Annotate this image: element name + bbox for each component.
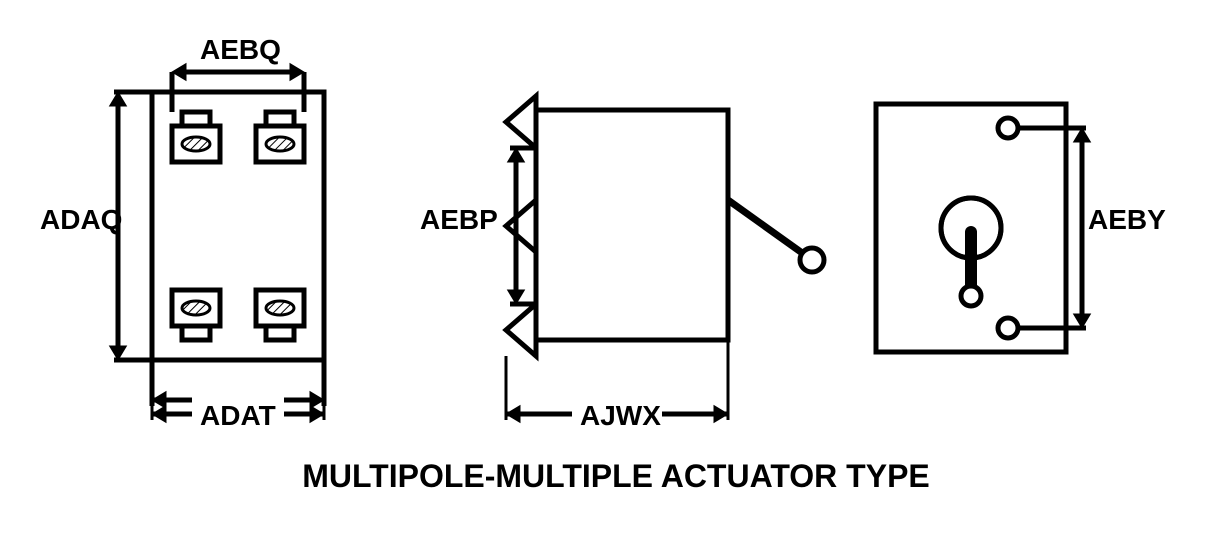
- technical-diagram: [0, 0, 1232, 534]
- label-aeby: AEBY: [1088, 204, 1166, 236]
- label-adaq: ADAQ: [40, 204, 122, 236]
- label-aebq: AEBQ: [200, 34, 281, 66]
- label-aebp: AEBP: [420, 204, 498, 236]
- label-adat: ADAT: [200, 400, 276, 432]
- diagram-canvas: ADAQ AEBQ ADAT AEBP AJWX AEBY MULTIPOLE-…: [0, 0, 1232, 534]
- diagram-title: MULTIPOLE-MULTIPLE ACTUATOR TYPE: [302, 458, 930, 495]
- label-ajwx: AJWX: [580, 400, 661, 432]
